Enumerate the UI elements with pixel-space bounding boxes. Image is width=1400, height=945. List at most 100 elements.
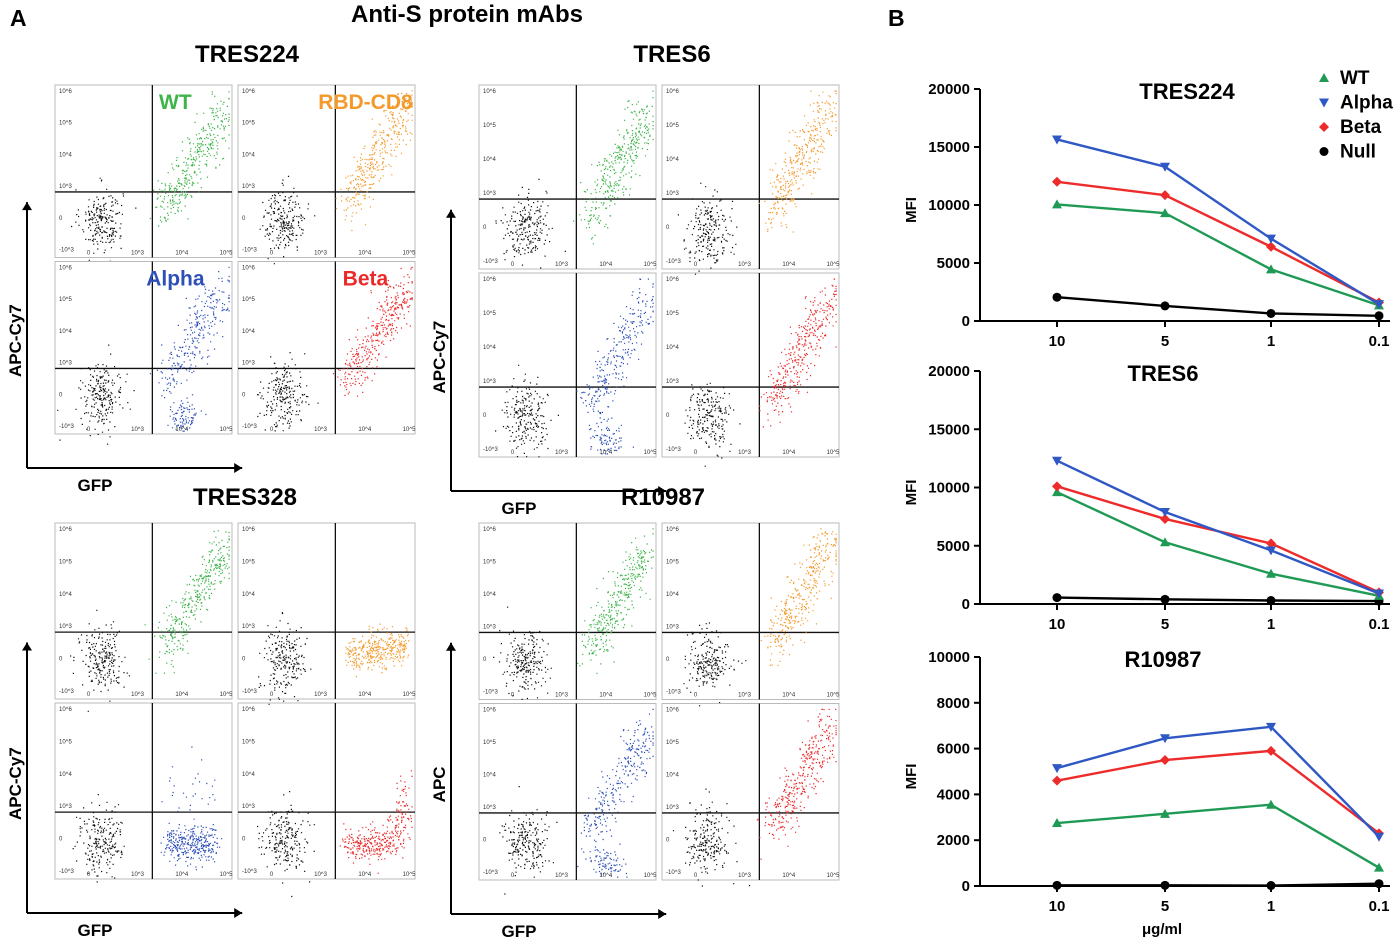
scatter-positive-events <box>577 708 654 878</box>
y-tick-label: 10000 <box>928 480 970 497</box>
scatter-negative-events <box>495 178 566 269</box>
null-marker <box>1374 311 1384 321</box>
flow-y-tick: 10^3 <box>483 805 496 811</box>
flow-x-tick: 0 <box>270 427 274 433</box>
flow-y-tick: 10^5 <box>666 311 679 317</box>
flow-y-tick: 10^4 <box>242 592 255 598</box>
flow-y-tick: 10^6 <box>483 708 496 714</box>
flow-y-tick: 10^3 <box>242 184 255 190</box>
series-line <box>1056 296 1380 317</box>
flow-y-tick: -10^3 <box>483 690 498 696</box>
flow-y-tick: -10^3 <box>666 870 681 876</box>
flow-panels: TRES224 APC-Cy7 GFP 10^6 10^5 10^4 10^3 0 -10^3 0… <box>6 41 840 941</box>
y-tick-label: 2000 <box>937 832 970 849</box>
y-tick-label: 0 <box>962 878 970 895</box>
scatter-positive-events <box>345 623 410 678</box>
flow-x-tick: 10^5 <box>403 251 416 257</box>
flow-x-tick: 10^3 <box>131 692 144 698</box>
subplot-variant-1: 10^6 10^5 10^4 10^3 0 -10^3 0 10^3 10^4 10^5 <box>661 522 840 707</box>
flow-y-tick: -10^3 <box>242 248 257 254</box>
flow-y-tick: 10^5 <box>483 123 496 129</box>
scatter-positive-events <box>577 528 654 674</box>
flow-y-tick: -10^3 <box>59 424 74 430</box>
subplot-frame <box>478 272 657 458</box>
flow-x-tick: 10^5 <box>220 251 233 257</box>
flow-x-tick: 10^4 <box>358 427 371 433</box>
flow-x-tick: 10^5 <box>220 872 233 878</box>
y-axis-label: APC-Cy7 <box>6 304 25 377</box>
scatter-positive-events <box>144 530 230 674</box>
flow-x-tick: 0 <box>694 693 698 699</box>
null-marker <box>1052 292 1062 302</box>
x-tick-label: 1 <box>1267 333 1275 350</box>
y-tick-label: 5000 <box>937 255 970 272</box>
y-arrowhead-icon <box>22 642 32 651</box>
flow-x-tick: 0 <box>270 251 274 257</box>
flow-x-tick: 0 <box>87 251 91 257</box>
alpha-marker <box>1266 546 1276 556</box>
flow-x-tick: 10^3 <box>314 427 327 433</box>
series-wt <box>1052 799 1384 872</box>
wt-marker <box>1266 799 1276 809</box>
flow-y-tick: 10^5 <box>483 740 496 746</box>
subplot-variant-1: 10^6 10^5 10^4 10^3 0 -10^3 0 10^3 10^4 10^5 <box>237 522 416 705</box>
legend-item-wt: WT <box>1319 68 1370 89</box>
series-beta <box>1052 481 1384 598</box>
flow-x-tick: 0 <box>694 873 698 879</box>
flow-y-tick: 10^6 <box>666 89 679 95</box>
y-axis-label: MFI <box>903 480 920 506</box>
subplot-frame <box>661 522 840 700</box>
flow-x-tick: 10^4 <box>599 262 612 268</box>
flow-y-tick: 10^4 <box>483 592 496 598</box>
scatter-negative-events <box>683 622 747 707</box>
chart-title: TRES224 <box>1139 79 1235 104</box>
subplot-frame <box>237 261 416 435</box>
flow-y-tick: 10^3 <box>666 379 679 385</box>
flow-x-tick: 0 <box>87 872 91 878</box>
subplot-beta: 10^6 10^5 10^4 10^3 0 -10^3 0 10^3 10^4 10^5 Beta <box>237 261 416 435</box>
subplot-variant-1: 10^6 10^5 10^4 10^3 0 -10^3 0 10^3 10^4 10^5 <box>661 84 840 275</box>
flow-y-tick: 10^5 <box>242 297 255 303</box>
flow-y-tick: 10^5 <box>666 123 679 129</box>
scatter-positive-events <box>758 90 837 233</box>
null-marker <box>1160 594 1170 604</box>
flow-x-tick: 10^5 <box>403 427 416 433</box>
flow-x-tick: 10^5 <box>827 693 840 699</box>
flow-y-tick: 10^4 <box>59 329 72 335</box>
flow-y-tick: 10^4 <box>666 773 679 779</box>
beta-marker <box>1160 513 1170 524</box>
scatter-positive-events <box>759 278 837 428</box>
alpha-marker <box>1160 734 1170 744</box>
x-axis-label: GFP <box>502 499 537 518</box>
y-tick-label: 15000 <box>928 139 970 156</box>
scatter-negative-events <box>672 788 751 887</box>
flow-y-tick: 0 <box>59 392 63 398</box>
beta-marker <box>1052 481 1062 492</box>
flow-y-tick: -10^3 <box>59 869 74 875</box>
series-line <box>1056 596 1380 603</box>
flow-x-tick: 10^4 <box>599 450 612 456</box>
scatter-positive-events <box>576 278 654 455</box>
flow-x-tick: 10^5 <box>827 450 840 456</box>
subplot-label: Alpha <box>146 268 205 291</box>
flow-y-tick: 10^6 <box>242 266 255 272</box>
flow-y-tick: 0 <box>666 413 670 419</box>
flow-y-tick: 0 <box>483 413 487 419</box>
scatter-positive-events <box>756 708 837 860</box>
flow-x-tick: 10^5 <box>644 262 657 268</box>
y-tick-label: 10000 <box>928 649 970 666</box>
y-axis-label: APC-Cy7 <box>6 747 25 820</box>
legend-label: Alpha <box>1340 93 1393 114</box>
alpha-marker <box>1052 135 1062 145</box>
flow-y-tick: 10^6 <box>483 89 496 95</box>
flow-y-tick: 10^5 <box>483 311 496 317</box>
flow-panel-tres328: TRES328 APC-Cy7 GFP 10^6 10^5 10^4 10^3 0 -10^3 0… <box>6 484 416 940</box>
x-arrowhead-icon <box>234 908 243 918</box>
flow-y-tick: 10^3 <box>483 379 496 385</box>
scatter-positive-events <box>149 266 230 432</box>
scatter-negative-events <box>57 344 135 445</box>
scatter-positive-events <box>760 528 837 667</box>
subplot-variant-2: 10^6 10^5 10^4 10^3 0 -10^3 0 10^3 10^4 10^5 <box>478 272 657 458</box>
flow-y-tick: 10^4 <box>483 773 496 779</box>
scatter-negative-events <box>70 609 130 712</box>
